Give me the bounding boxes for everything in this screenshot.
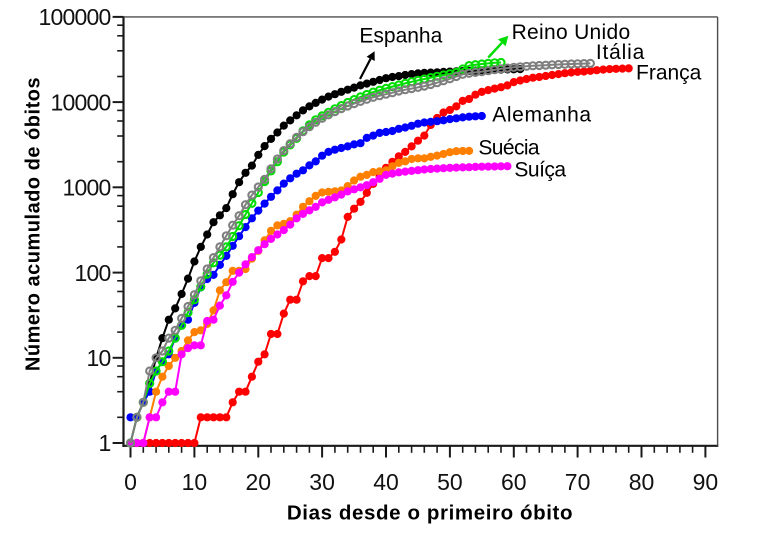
svg-text:Suíça: Suíça — [514, 158, 566, 181]
svg-text:20: 20 — [246, 469, 272, 495]
svg-text:80: 80 — [629, 469, 655, 495]
svg-text:Número acumulado de óbitos: Número acumulado de óbitos — [23, 77, 45, 371]
svg-text:60: 60 — [501, 469, 527, 495]
svg-text:100000: 100000 — [39, 4, 111, 30]
svg-text:10: 10 — [182, 469, 208, 495]
svg-text:Suécia: Suécia — [478, 136, 540, 159]
svg-text:90: 90 — [693, 469, 719, 495]
svg-text:1000: 1000 — [63, 175, 111, 201]
svg-text:Dias desde o primeiro óbito: Dias desde o primeiro óbito — [287, 502, 573, 525]
svg-text:Itália: Itália — [596, 41, 645, 64]
svg-text:40: 40 — [373, 469, 399, 495]
svg-text:Alemanha: Alemanha — [492, 104, 591, 127]
svg-text:50: 50 — [437, 469, 463, 495]
svg-text:70: 70 — [565, 469, 591, 495]
svg-text:0: 0 — [124, 469, 137, 495]
svg-text:10: 10 — [87, 345, 111, 371]
svg-text:1: 1 — [99, 430, 111, 456]
svg-text:10000: 10000 — [51, 89, 111, 115]
svg-text:30: 30 — [309, 469, 335, 495]
svg-text:França: França — [636, 61, 702, 84]
svg-text:100: 100 — [75, 260, 111, 286]
svg-text:Espanha: Espanha — [359, 25, 442, 48]
svg-text:Reino Unido: Reino Unido — [512, 21, 631, 44]
